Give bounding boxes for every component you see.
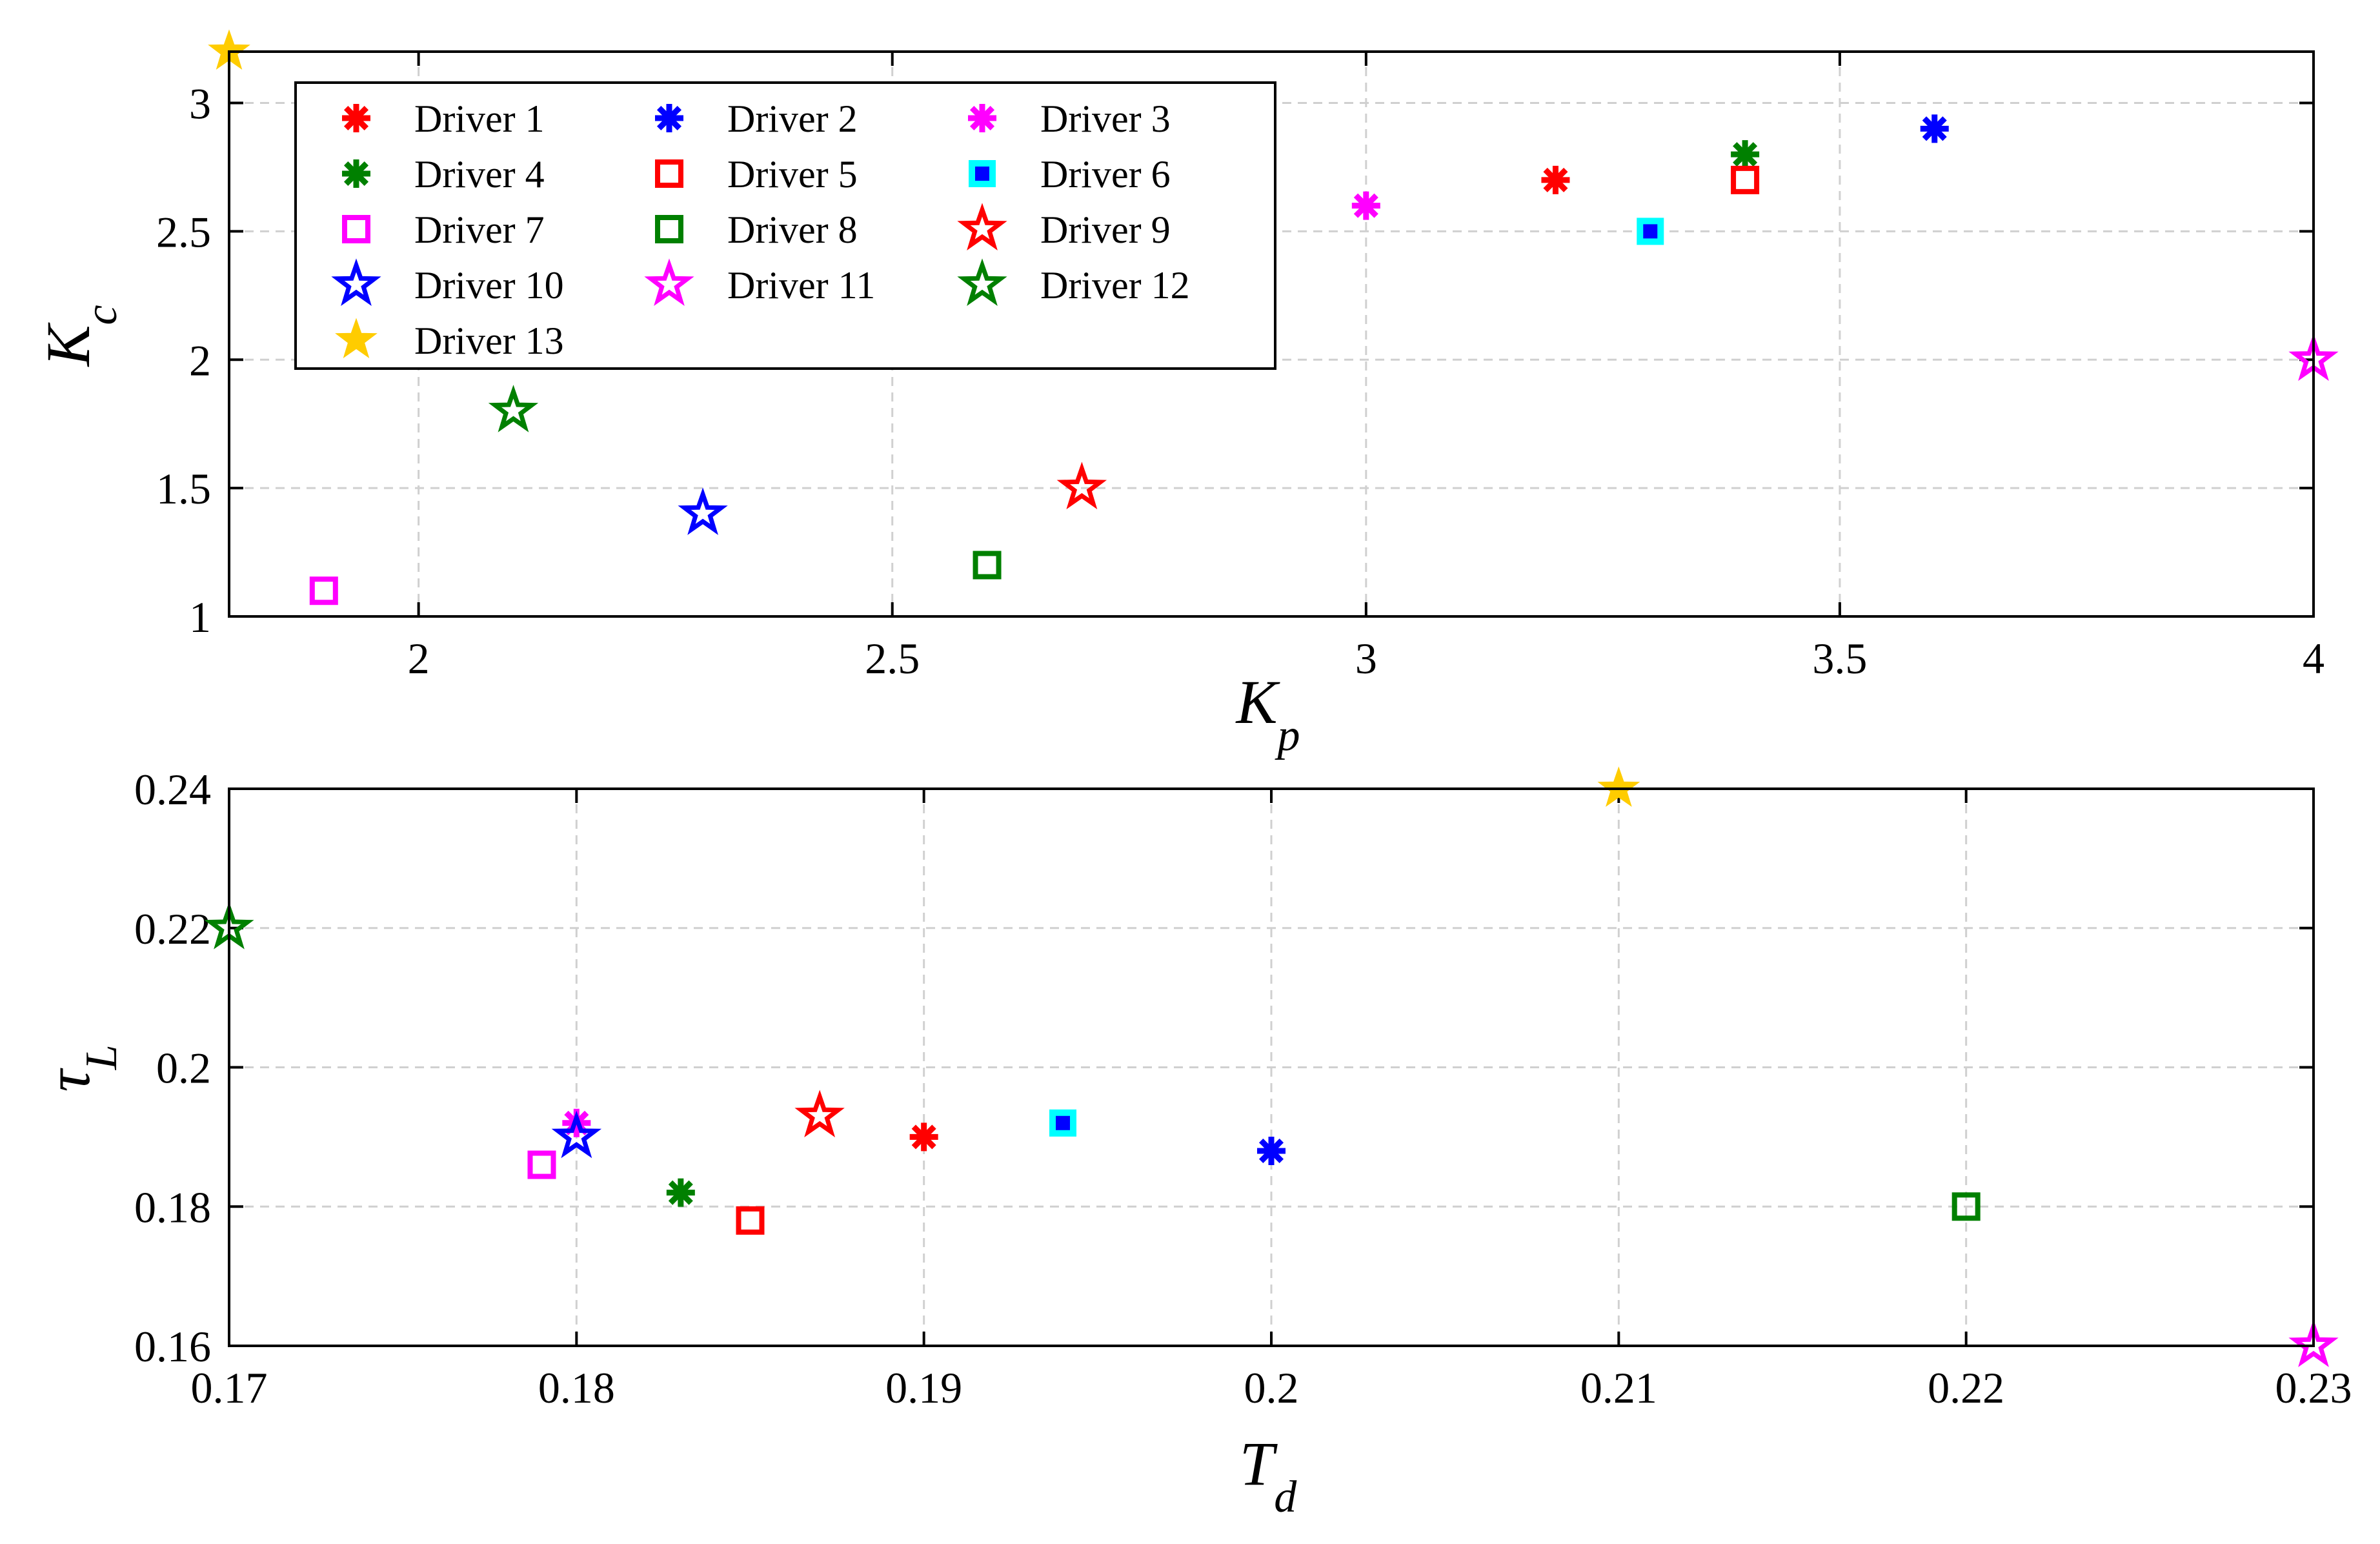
- marker-driver-4: [1731, 140, 1760, 169]
- legend-label: Driver 5: [727, 153, 858, 196]
- x-axis-ticks: 0.17 0.18 0.19 0.2 0.21 0.22 0.23: [191, 789, 2352, 1412]
- legend-item: Driver 5: [655, 153, 858, 196]
- marker-driver-7: [527, 1150, 556, 1179]
- marker-driver-2: [1920, 114, 1949, 143]
- x-tick-label: 0.17: [191, 1363, 268, 1412]
- marker-driver-6: [1637, 218, 1664, 245]
- marker-driver-8: [1951, 1192, 1981, 1221]
- x-tick-label: 0.21: [1580, 1363, 1657, 1412]
- legend-item: Driver 10: [331, 258, 564, 307]
- x-axis-label: Td: [1240, 1429, 1297, 1522]
- legend-item: Driver 13: [335, 318, 564, 362]
- marker-driver-5: [1731, 165, 1760, 194]
- legend-marker: [655, 104, 683, 132]
- legend-label: Driver 11: [727, 264, 875, 307]
- legend-marker: [331, 258, 381, 306]
- marker-driver-8: [973, 551, 1002, 580]
- legend-marker: [342, 104, 370, 132]
- legend-label: Driver 4: [414, 153, 545, 196]
- legend-label: Driver 13: [414, 320, 564, 362]
- marker-driver-9: [1056, 462, 1107, 510]
- legend-marker: [957, 203, 1007, 250]
- marker-driver-6: [1049, 1109, 1076, 1137]
- marker-driver-9: [794, 1090, 845, 1137]
- data-markers: [208, 29, 2339, 605]
- legend: Driver 1 Driver 2 Driver 3 Driver 4 Driver 5…: [294, 81, 1276, 370]
- y-tick-label: 0.22: [134, 904, 211, 953]
- legend-marker: [342, 215, 370, 243]
- x-tick-label: 0.19: [885, 1363, 962, 1412]
- legend-item: Driver 2: [655, 97, 858, 140]
- marker-driver-1: [909, 1122, 938, 1152]
- legend-item: Driver 7: [342, 208, 545, 251]
- y-tick-label: 3: [189, 79, 211, 128]
- y-tick-label: 2.5: [156, 207, 211, 256]
- y-axis-label: Kc: [34, 305, 126, 367]
- y-tick-label: 0.24: [134, 765, 211, 814]
- marker-driver-1: [1541, 165, 1570, 194]
- y-tick-label: 1: [189, 593, 211, 642]
- legend-label: Driver 9: [1040, 208, 1171, 251]
- plot-frame: [228, 50, 2315, 618]
- y-tick-label: 0.2: [156, 1044, 211, 1093]
- marker-driver-7: [309, 576, 338, 605]
- x-tick-label: 2.5: [865, 634, 920, 683]
- legend-item: Driver 3: [968, 97, 1171, 140]
- marker-driver-2: [1257, 1136, 1286, 1165]
- marker-driver-11: [2288, 1319, 2339, 1367]
- marker-driver-12: [488, 385, 539, 432]
- data-markers: [204, 766, 2339, 1367]
- marker-driver-10: [678, 487, 728, 535]
- marker-driver-3: [1351, 191, 1380, 220]
- y-tick-label: 0.18: [134, 1183, 211, 1232]
- marker-driver-13: [1597, 766, 1640, 808]
- legend-label: Driver 10: [414, 264, 564, 307]
- kc-vs-kp-plot: 2 2.5 3 3.5 4 11.522.53 Driver 1 Driver 2 Driv…: [34, 29, 2339, 760]
- marker-driver-4: [666, 1178, 695, 1207]
- legend-marker: [335, 318, 378, 359]
- legend-marker: [644, 258, 694, 306]
- x-tick-label: 3.5: [1812, 634, 1867, 683]
- legend-marker: [969, 160, 996, 187]
- legend-item: Driver 12: [957, 258, 1190, 307]
- legend-marker: [342, 159, 370, 188]
- legend-label: Driver 12: [1040, 264, 1190, 307]
- legend-box: [294, 81, 1276, 370]
- legend-item: Driver 8: [655, 208, 858, 251]
- legend-label: Driver 7: [414, 208, 545, 251]
- x-axis-ticks: 2 2.5 3 3.5 4: [408, 52, 2325, 683]
- legend-label: Driver 6: [1040, 153, 1171, 196]
- legend-label: Driver 1: [414, 97, 545, 140]
- legend-label: Driver 2: [727, 97, 858, 140]
- legend-marker: [968, 104, 996, 132]
- x-tick-label: 4: [2303, 634, 2325, 683]
- x-tick-label: 2: [408, 634, 430, 683]
- x-tick-label: 3: [1355, 634, 1377, 683]
- x-tick-label: 0.22: [1928, 1363, 2004, 1412]
- taul-vs-td-plot: 0.17 0.18 0.19 0.2 0.21 0.22 0.23 0.160.180.20…: [34, 765, 2352, 1522]
- legend-item: Driver 9: [957, 203, 1171, 251]
- y-axis-label: τL: [34, 1044, 126, 1092]
- legend-item: Driver 11: [644, 258, 875, 307]
- x-axis-label: Kp: [1235, 667, 1300, 760]
- legend-marker: [957, 258, 1007, 306]
- legend-label: Driver 3: [1040, 97, 1171, 140]
- legend-marker: [655, 215, 683, 243]
- legend-label: Driver 8: [727, 208, 858, 251]
- y-axis-ticks: 0.16 0.18 0.2 0.22 0.24: [134, 765, 2314, 1371]
- legend-marker: [655, 159, 683, 188]
- legend-item: Driver 1: [342, 97, 545, 140]
- marker-driver-10: [551, 1110, 602, 1159]
- y-tick-label: 0.16: [134, 1322, 211, 1371]
- x-tick-label: 0.18: [538, 1363, 615, 1412]
- marker-driver-5: [736, 1206, 765, 1235]
- y-tick-label: 2: [189, 336, 211, 385]
- x-tick-label: 0.2: [1244, 1363, 1299, 1412]
- y-tick-label: 1.5: [156, 464, 211, 513]
- plot-frame: [228, 787, 2315, 1347]
- x-tick-label: 0.23: [2275, 1363, 2352, 1412]
- legend-item: Driver 4: [342, 153, 545, 196]
- legend-item: Driver 6: [969, 153, 1171, 196]
